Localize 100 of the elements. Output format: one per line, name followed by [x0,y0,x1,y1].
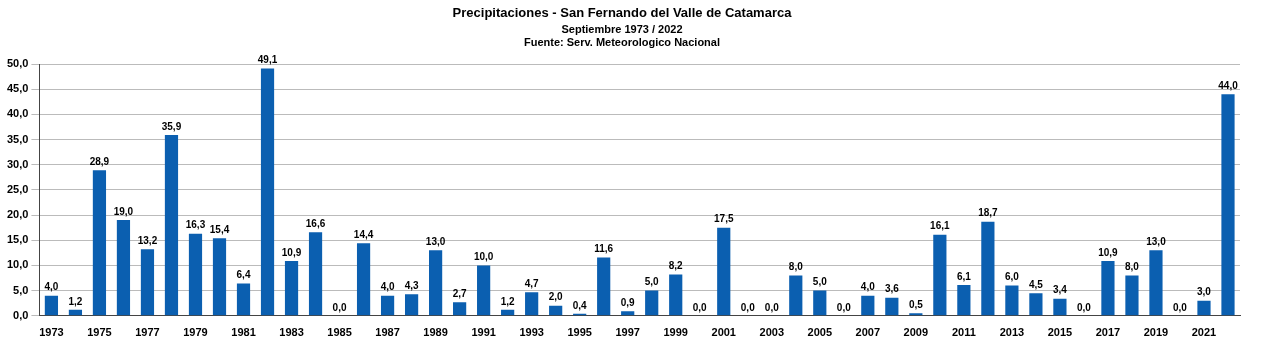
data-label: 4,0 [860,281,876,293]
bar [1005,285,1019,316]
chart-subtitle: Septiembre 1973 / 2022 [561,23,683,36]
data-label: 8,2 [668,260,684,272]
bar [717,227,731,316]
y-tick-label: 10,0 [6,258,29,271]
data-label: 16,3 [185,219,206,231]
x-tick-label: 1981 [231,326,256,339]
bar [429,250,443,316]
data-label: 35,9 [161,120,182,132]
data-label: 10,9 [1098,246,1119,258]
x-tick-label: 1977 [135,326,160,339]
bar [981,221,995,316]
bar [116,220,131,316]
data-label: 0,0 [692,301,708,313]
data-label: 3,0 [1197,286,1212,298]
x-tick-label: 1989 [423,326,448,339]
bar [1125,275,1139,316]
y-tick-label: 20,0 [6,208,29,221]
data-label: 1,2 [500,295,516,307]
data-label: 0,5 [908,299,924,311]
data-label: 4,7 [524,277,540,289]
bar [308,232,323,316]
x-tick-label: 2001 [711,326,736,339]
x-tick-label: 1987 [375,326,400,339]
x-tick-label: 1975 [87,326,112,339]
bar [669,274,683,316]
x-tick-label: 2017 [1095,326,1121,339]
y-tick-label: 40,0 [6,107,29,120]
x-tick-label: 2009 [903,326,929,339]
bar [212,238,227,316]
source-note: Fuente: Serv. Meteorologico Nacional [524,36,720,49]
data-label: 2,7 [452,287,467,299]
bar [1221,94,1235,316]
y-tick-label: 5,0 [13,283,29,296]
data-label: 1,2 [68,295,83,307]
y-tick-label: 0,0 [13,308,29,321]
data-label: 4,3 [404,279,419,291]
data-label: 11,6 [594,243,614,255]
data-label: 0,9 [620,297,636,309]
data-label: 44,0 [1218,79,1239,91]
bar [549,305,563,316]
data-label: 4,0 [44,281,59,293]
bar [1149,250,1163,316]
data-label: 18,7 [978,207,999,219]
bar [404,294,419,316]
data-label: 17,5 [714,213,734,225]
data-label: 8,0 [1124,261,1140,273]
bar [813,290,827,316]
bar [356,243,371,316]
data-label: 4,5 [1028,278,1044,290]
data-label: 0,0 [1076,301,1092,313]
data-label: 19,0 [113,205,134,217]
bar [1029,293,1043,316]
bar [525,292,539,316]
data-label: 5,0 [644,276,660,288]
bar [933,234,947,316]
bar [164,135,179,316]
bar [789,275,803,316]
x-tick-label: 1985 [327,326,352,339]
data-label: 15,4 [209,224,230,235]
data-label: 14,4 [353,229,374,241]
y-tick-label: 50,0 [6,57,29,70]
data-label: 4,0 [380,281,395,293]
x-tick-label: 2003 [759,326,785,339]
bar [645,290,659,316]
bar [1197,300,1211,316]
x-tick-label: 2019 [1143,326,1169,339]
bar [44,295,59,316]
data-label: 13,0 [425,236,446,248]
x-tick-label: 2005 [807,326,833,339]
data-label: 13,2 [137,235,158,247]
data-label: 10,0 [473,251,494,263]
data-label: 16,6 [305,217,326,229]
x-tick-label: 2015 [1047,326,1073,339]
data-label: 0,0 [332,301,347,313]
data-label: 0,0 [740,301,756,313]
data-label: 6,1 [956,270,972,282]
bar [597,257,611,316]
bar [885,297,899,316]
bar [909,313,923,316]
data-label: 3,6 [884,283,900,295]
x-tick-label: 2007 [855,326,881,339]
data-label: 6,4 [236,269,251,281]
y-tick-label: 30,0 [6,157,29,170]
x-tick-label: 2013 [999,326,1025,339]
y-tick-label: 15,0 [6,233,29,246]
data-label: 0,0 [836,301,852,313]
data-label: 2,0 [548,291,564,303]
data-label: 0,0 [764,301,780,313]
y-tick-label: 25,0 [6,182,29,195]
bar [380,295,395,316]
data-label: 10,9 [281,246,302,258]
data-label: 16,1 [930,220,951,232]
bar [1101,260,1115,316]
bar [453,302,467,316]
bar [92,170,107,316]
y-tick-label: 45,0 [6,82,29,95]
bar [260,68,275,316]
data-label: 6,0 [1004,271,1020,283]
